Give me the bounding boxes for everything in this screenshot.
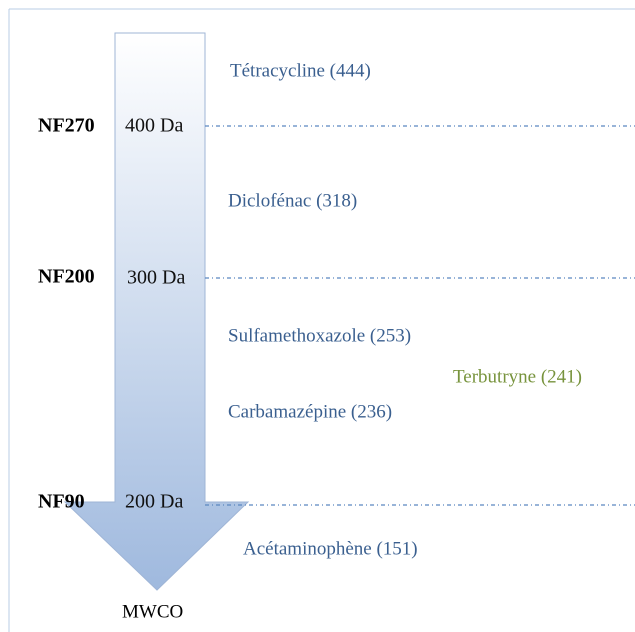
axis-label: MWCO bbox=[122, 601, 183, 622]
compound: Tétracycline (444) bbox=[230, 60, 371, 81]
mwco-arrow bbox=[63, 32, 250, 591]
compound: Carbamazépine (236) bbox=[228, 401, 392, 422]
compound: Acétaminophène (151) bbox=[243, 538, 418, 559]
compound: Sulfamethoxazole (253) bbox=[228, 325, 411, 346]
compound: Diclofénac (318) bbox=[228, 190, 357, 211]
membrane-name: NF270 bbox=[38, 115, 95, 137]
membrane-name: NF90 bbox=[38, 491, 85, 513]
membrane-mwco: 300 Da bbox=[127, 267, 185, 289]
membrane-name: NF200 bbox=[38, 266, 95, 288]
membrane-mwco: 200 Da bbox=[125, 491, 183, 513]
membrane-mwco: 400 Da bbox=[125, 115, 183, 137]
compound: Terbutryne (241) bbox=[453, 366, 582, 387]
